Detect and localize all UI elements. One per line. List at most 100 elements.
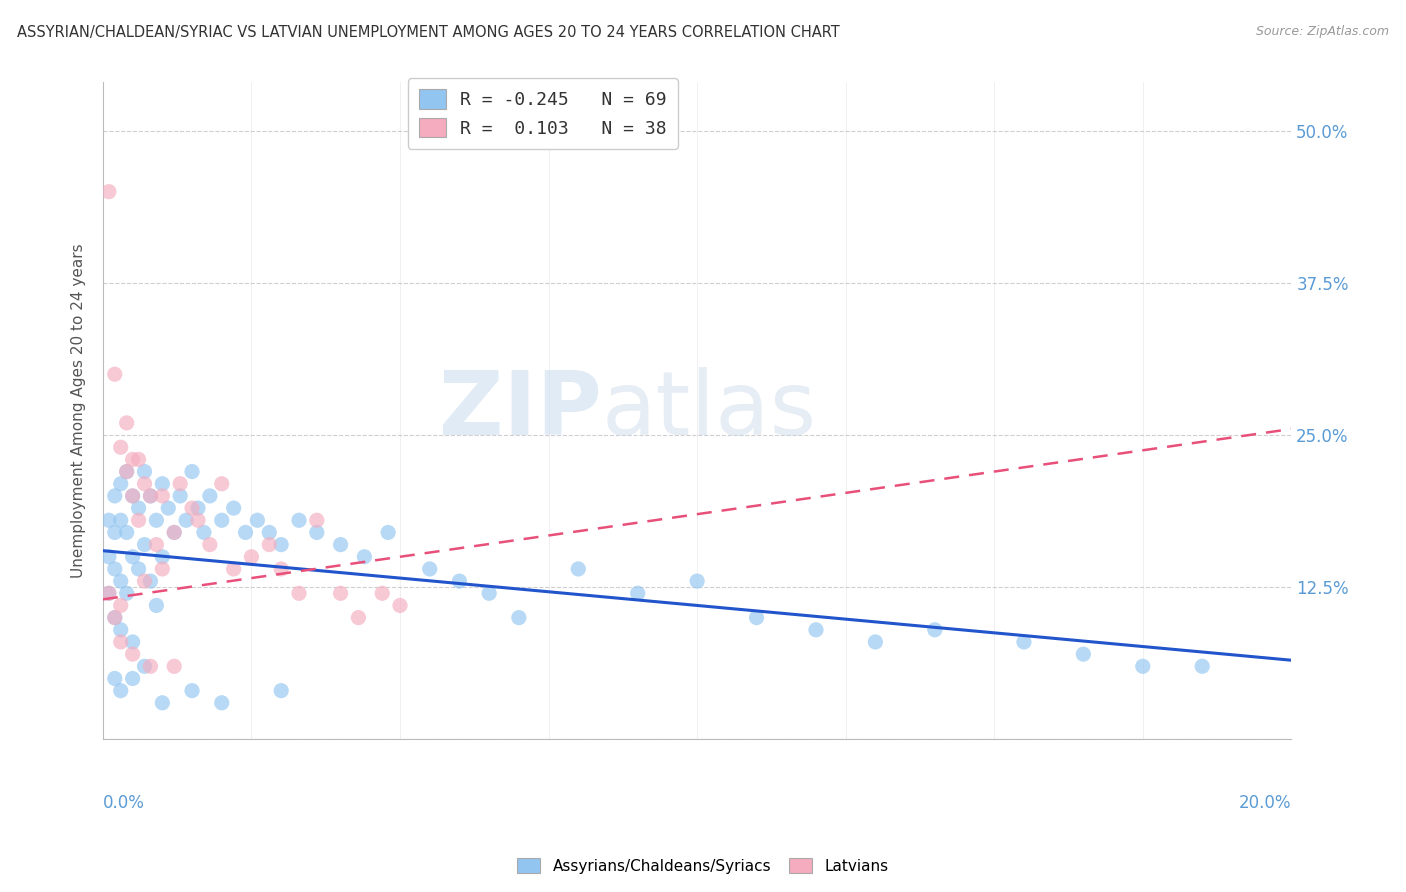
Point — [150, 562, 173, 576]
Point — [329, 586, 352, 600]
Point — [1012, 635, 1035, 649]
Legend: Assyrians/Chaldeans/Syriacs, Latvians: Assyrians/Chaldeans/Syriacs, Latvians — [512, 852, 894, 880]
Point — [110, 440, 132, 454]
Point — [128, 452, 150, 467]
Point — [259, 538, 281, 552]
Point — [163, 525, 186, 540]
Point — [222, 562, 245, 576]
Point — [288, 513, 311, 527]
Point — [134, 538, 156, 552]
Point — [139, 489, 162, 503]
Point — [198, 538, 221, 552]
Point — [371, 586, 394, 600]
Point — [128, 501, 150, 516]
Point — [104, 610, 127, 624]
Point — [121, 672, 143, 686]
Point — [211, 696, 233, 710]
Y-axis label: Unemployment Among Ages 20 to 24 years: Unemployment Among Ages 20 to 24 years — [72, 244, 86, 578]
Point — [174, 513, 197, 527]
Point — [246, 513, 269, 527]
Point — [150, 489, 173, 503]
Point — [110, 635, 132, 649]
Point — [115, 465, 138, 479]
Point — [270, 538, 292, 552]
Point — [449, 574, 471, 588]
Point — [128, 562, 150, 576]
Point — [97, 513, 120, 527]
Point — [377, 525, 399, 540]
Point — [104, 672, 127, 686]
Point — [128, 513, 150, 527]
Point — [1191, 659, 1213, 673]
Point — [163, 659, 186, 673]
Text: ASSYRIAN/CHALDEAN/SYRIAC VS LATVIAN UNEMPLOYMENT AMONG AGES 20 TO 24 YEARS CORRE: ASSYRIAN/CHALDEAN/SYRIAC VS LATVIAN UNEM… — [17, 25, 839, 40]
Point — [104, 368, 127, 382]
Point — [115, 465, 138, 479]
Point — [121, 647, 143, 661]
Point — [169, 476, 191, 491]
Point — [193, 525, 215, 540]
Text: 0.0%: 0.0% — [103, 794, 145, 812]
Point — [187, 501, 209, 516]
Point — [924, 623, 946, 637]
Point — [1073, 647, 1095, 661]
Point — [110, 513, 132, 527]
Point — [508, 610, 530, 624]
Point — [121, 549, 143, 564]
Point — [121, 489, 143, 503]
Point — [97, 586, 120, 600]
Text: ZIP: ZIP — [439, 368, 602, 454]
Point — [270, 683, 292, 698]
Text: 20.0%: 20.0% — [1239, 794, 1291, 812]
Point — [104, 610, 127, 624]
Point — [745, 610, 768, 624]
Point — [150, 476, 173, 491]
Point — [389, 599, 412, 613]
Point — [567, 562, 589, 576]
Point — [121, 452, 143, 467]
Point — [353, 549, 375, 564]
Point — [181, 683, 204, 698]
Point — [134, 659, 156, 673]
Point — [187, 513, 209, 527]
Point — [115, 416, 138, 430]
Point — [104, 489, 127, 503]
Point — [97, 586, 120, 600]
Point — [150, 549, 173, 564]
Point — [259, 525, 281, 540]
Point — [134, 465, 156, 479]
Legend: R = -0.245   N = 69, R =  0.103   N = 38: R = -0.245 N = 69, R = 0.103 N = 38 — [408, 78, 678, 148]
Point — [110, 599, 132, 613]
Point — [134, 476, 156, 491]
Point — [150, 696, 173, 710]
Point — [110, 623, 132, 637]
Point — [145, 599, 167, 613]
Point — [157, 501, 180, 516]
Point — [145, 513, 167, 527]
Point — [347, 610, 370, 624]
Point — [104, 525, 127, 540]
Point — [419, 562, 441, 576]
Point — [270, 562, 292, 576]
Point — [235, 525, 257, 540]
Point — [121, 635, 143, 649]
Point — [288, 586, 311, 600]
Point — [134, 574, 156, 588]
Point — [222, 501, 245, 516]
Point — [240, 549, 263, 564]
Point — [115, 586, 138, 600]
Point — [110, 476, 132, 491]
Point — [110, 574, 132, 588]
Point — [1132, 659, 1154, 673]
Point — [104, 562, 127, 576]
Point — [139, 574, 162, 588]
Point — [211, 513, 233, 527]
Point — [305, 513, 328, 527]
Point — [211, 476, 233, 491]
Point — [329, 538, 352, 552]
Point — [97, 549, 120, 564]
Point — [686, 574, 709, 588]
Point — [139, 659, 162, 673]
Point — [198, 489, 221, 503]
Text: atlas: atlas — [602, 368, 817, 454]
